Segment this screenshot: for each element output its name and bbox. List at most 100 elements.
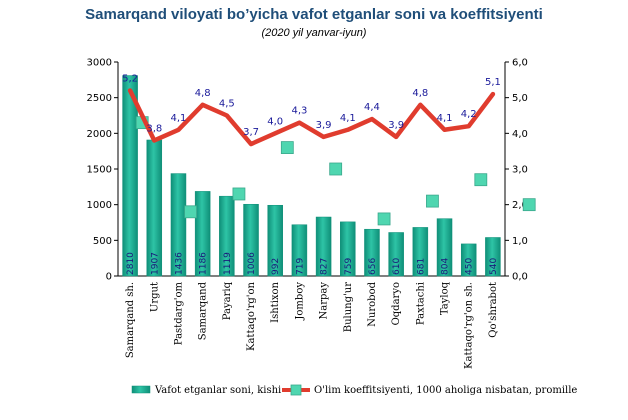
- category-label: Qo'shrabot: [488, 282, 499, 338]
- category-label: Jomboy: [294, 282, 305, 321]
- y-left-tick-label: 2500: [87, 93, 112, 104]
- bar-value-label: 1436: [174, 252, 184, 275]
- category-label: Samarqand: [198, 281, 209, 340]
- bar-value-label: 804: [441, 258, 451, 275]
- marker-square: [280, 141, 294, 155]
- line-value-label: 4,2: [461, 109, 477, 120]
- bar: [315, 216, 332, 277]
- legend-line-label: O'lim koeffitsiyenti, 1000 aholiga nisba…: [314, 385, 577, 396]
- bar-value-label: 2810: [126, 252, 136, 275]
- line-value-label: 4,4: [364, 102, 380, 113]
- bar-value-label: 1907: [150, 252, 160, 275]
- bar: [291, 224, 308, 277]
- bar-value-label: 1186: [199, 252, 209, 275]
- y-left-tick-label: 1000: [87, 200, 112, 211]
- bar-value-label: 1006: [247, 252, 257, 275]
- bar: [170, 173, 187, 277]
- marker-square: [522, 198, 536, 212]
- y-left-tick-label: 0: [106, 272, 112, 283]
- chart-title: Samarqand viloyati bo’yicha vafot etganl…: [85, 6, 543, 23]
- marker-series: [135, 116, 536, 226]
- y-right-tick-label: 6,0: [512, 58, 528, 69]
- bar-value-labels: 2810 1907 1436 1186 1119 1006 992 719 827 759 656 6…: [126, 252, 499, 275]
- category-label: Bulung'ur: [343, 282, 354, 332]
- category-label: Kattaqo'rg'on sh.: [464, 282, 475, 369]
- line-value-label: 3,9: [316, 120, 332, 131]
- marker-square: [426, 194, 439, 208]
- legend: Vafot etganlar soni, kishi O'lim koeffits…: [131, 384, 577, 396]
- marker-square: [232, 187, 246, 201]
- bar: [340, 221, 356, 277]
- line-value-label: 3,7: [243, 127, 259, 138]
- category-label: Samarqand sh.: [125, 282, 136, 358]
- line-value-label: 5,1: [485, 77, 501, 88]
- bar: [122, 75, 138, 277]
- rate-line: [127, 88, 496, 147]
- bar: [436, 218, 453, 277]
- bar-value-label: 681: [416, 258, 426, 275]
- line-value-label: 4,8: [412, 88, 428, 99]
- bar-value-label: 759: [344, 258, 354, 275]
- y-right-tick-label: 1,0: [512, 236, 528, 247]
- line-value-label: 4,3: [291, 106, 307, 117]
- category-label: Kattaqo'rg'on: [246, 281, 257, 351]
- y-right-tick-label: 3,0: [512, 165, 528, 176]
- category-labels: Samarqand sh. Urgut Pastdarg'om Samarqand Pa…: [125, 281, 499, 369]
- line-value-label: 4,1: [437, 113, 453, 124]
- category-label: Urgut: [149, 282, 160, 312]
- bar-series: [122, 75, 501, 277]
- line-value-label: 4,1: [340, 113, 356, 124]
- y-right-tick-label: 2,0: [512, 200, 528, 211]
- bar-value-label: 610: [392, 258, 402, 275]
- category-label: Tayloq: [440, 281, 451, 315]
- bar-value-label: 656: [368, 258, 378, 275]
- marker-square: [474, 173, 488, 187]
- chart-subtitle: (2020 yil yanvar-iyun): [261, 27, 367, 39]
- bar-value-label: 992: [271, 258, 281, 275]
- line-series: [127, 88, 496, 147]
- marker-square: [184, 205, 197, 219]
- line-value-labels: 5,2 3,8 4,1 4,8 4,5 3,7 4,0 4,3 3,9 4,1 4,4 3,9 4,8 4…: [122, 74, 501, 139]
- y-left-tick-label: 3000: [87, 58, 112, 69]
- legend-bar-swatch: [131, 385, 151, 394]
- bar-value-label: 540: [489, 258, 499, 275]
- legend-marker-swatch: [290, 384, 302, 396]
- y-right-tick-label: 0,0: [512, 272, 528, 283]
- bar: [194, 191, 211, 277]
- marker-square: [377, 212, 391, 226]
- marker-square: [329, 162, 343, 176]
- bar-value-label: 719: [295, 258, 305, 275]
- bar: [219, 195, 235, 277]
- category-label: Nurobod: [367, 281, 378, 326]
- category-label: Payariq: [222, 281, 233, 320]
- bar-value-label: 450: [465, 258, 475, 275]
- legend-bar-label: Vafot etganlar soni, kishi: [154, 385, 281, 396]
- y-right-tick-label: 4,0: [512, 129, 528, 140]
- bar: [364, 228, 380, 277]
- line-value-label: 4,5: [219, 99, 235, 110]
- category-label: Ishtixon: [270, 281, 281, 322]
- bar: [388, 232, 404, 277]
- bar: [460, 243, 477, 277]
- bar: [485, 237, 501, 277]
- bar: [412, 227, 429, 277]
- bar-value-label: 1119: [223, 252, 233, 275]
- line-value-label: 4,0: [267, 116, 283, 127]
- line-value-label: 4,8: [195, 88, 211, 99]
- line-value-label: 5,2: [122, 74, 138, 85]
- y-left-tick-label: 500: [93, 236, 112, 247]
- bar-value-label: 827: [320, 258, 330, 275]
- line-value-label: 3,8: [146, 123, 162, 134]
- category-label: Oqdaryo: [391, 282, 402, 325]
- category-label: Paxtachi: [415, 282, 426, 325]
- line-value-label: 3,9: [388, 120, 404, 131]
- line-value-label: 4,1: [171, 113, 187, 124]
- y-left-tick-label: 1500: [87, 165, 112, 176]
- y-right-tick-label: 5,0: [512, 93, 528, 104]
- category-label: Pastdarg'om: [173, 281, 184, 345]
- category-label: Narpay: [319, 282, 330, 320]
- bar: [267, 204, 283, 277]
- y-left-tick-label: 2000: [87, 129, 112, 140]
- bar: [243, 203, 259, 277]
